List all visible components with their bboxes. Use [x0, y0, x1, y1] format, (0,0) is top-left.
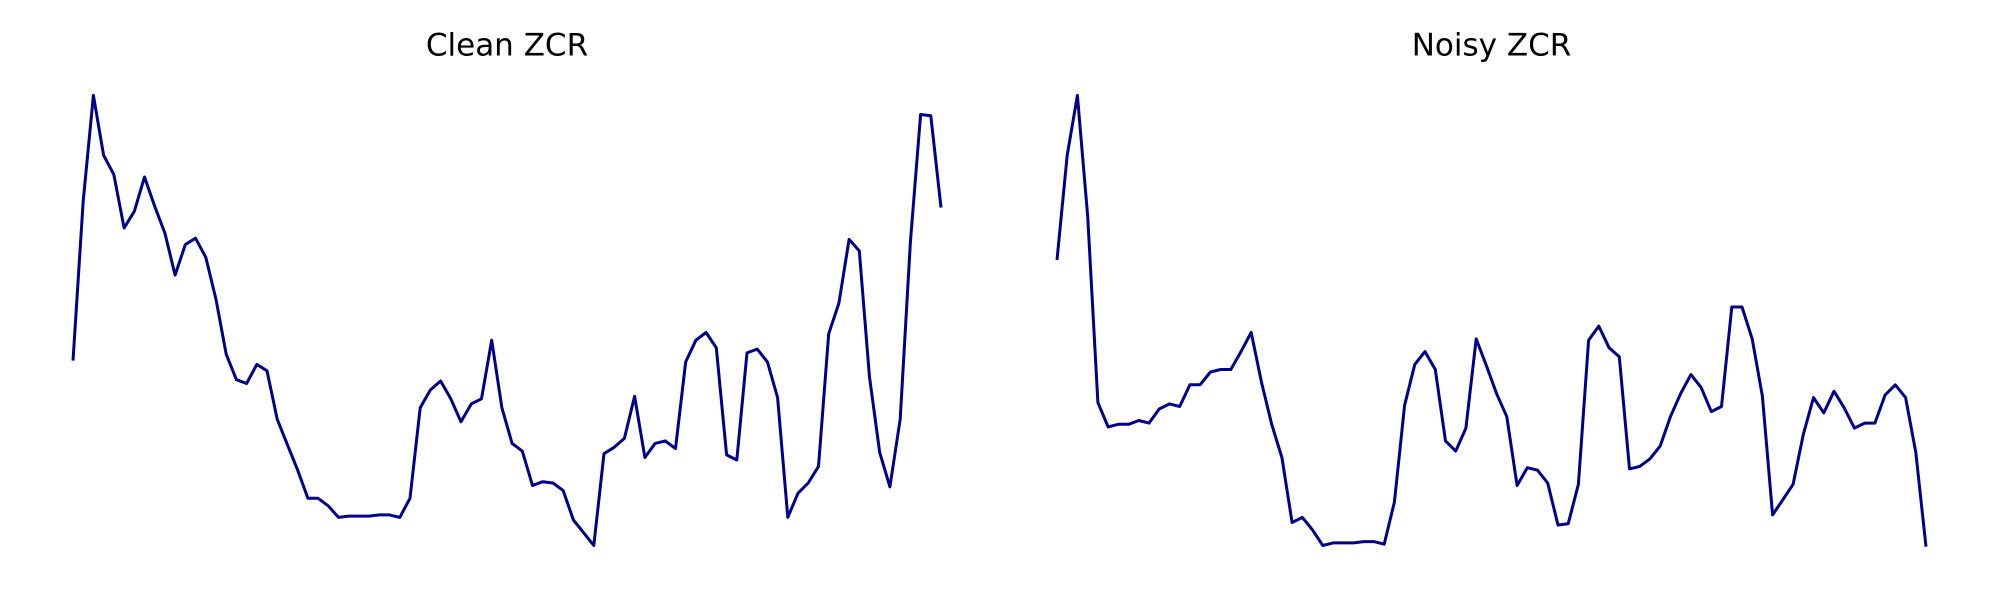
zcr-line: [1055, 93, 1928, 547]
chart-title: Noisy ZCR: [1412, 28, 1572, 64]
chart-title: Clean ZCR: [426, 28, 588, 64]
zcr-line: [71, 93, 943, 547]
